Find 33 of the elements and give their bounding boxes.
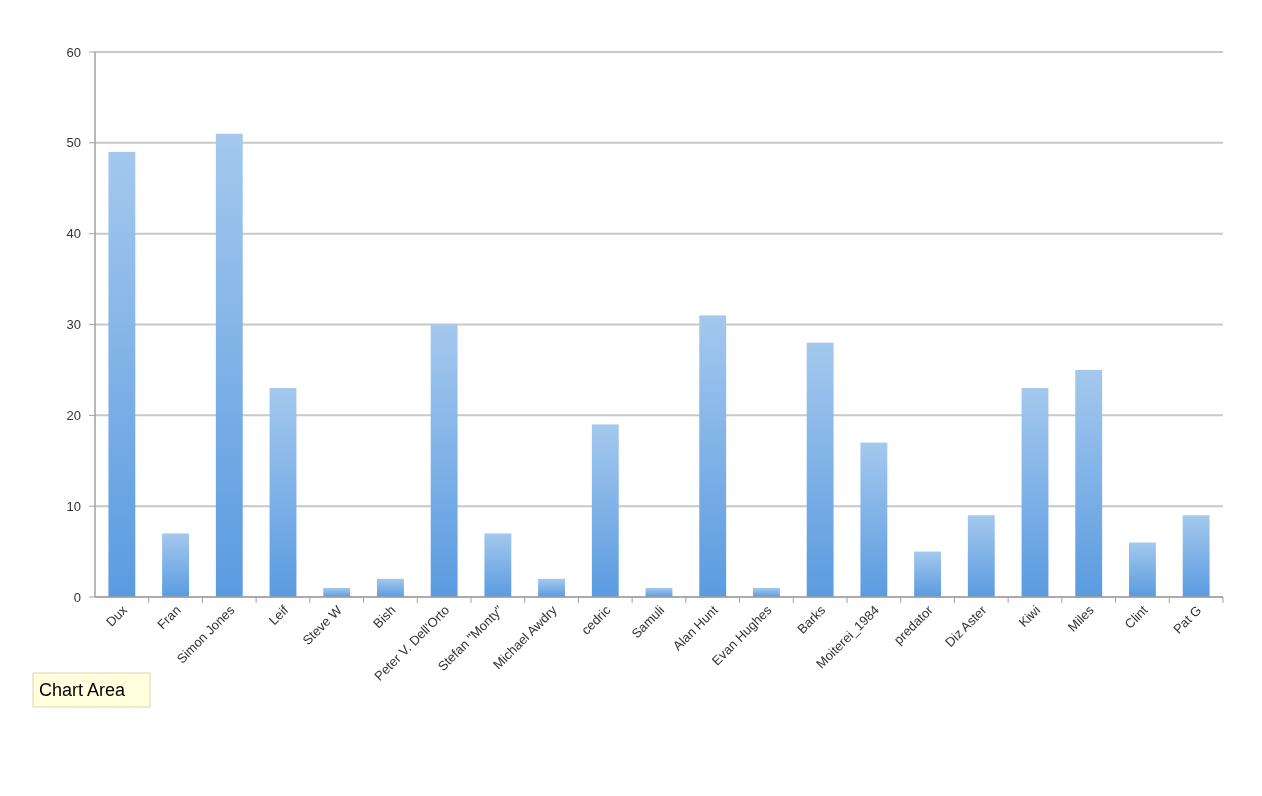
bar (806, 342, 834, 597)
y-tick-label: 40 (66, 226, 81, 242)
bar (215, 133, 243, 597)
x-tick-label: Fran (154, 602, 184, 633)
bar (430, 324, 458, 597)
bar (162, 533, 189, 597)
bar (484, 533, 512, 597)
bar (967, 515, 995, 597)
bar (1129, 542, 1156, 597)
y-tick-label: 50 (66, 135, 81, 151)
x-tick-label: Pat G (1170, 602, 1205, 637)
x-tick-label: Leif (265, 602, 292, 628)
bar (538, 578, 565, 597)
bar (108, 151, 136, 597)
x-tick-label: Kiwi (1015, 602, 1044, 630)
y-tick-label: 60 (66, 44, 81, 60)
y-tick-label: 20 (66, 407, 81, 423)
bar (1075, 369, 1103, 597)
text: Chart Area (39, 680, 127, 701)
bar (914, 551, 941, 597)
y-tick-label: 30 (66, 317, 81, 333)
x-tick-label: Bish (370, 602, 399, 632)
bar (860, 442, 888, 597)
bar (269, 388, 297, 597)
bar (699, 315, 727, 597)
bar (1182, 515, 1210, 597)
x-tick-label: Dux (103, 602, 131, 630)
bar (1021, 388, 1049, 597)
bar (377, 578, 404, 597)
y-tick-label: 0 (73, 589, 81, 605)
x-tick-label: Clint (1121, 602, 1151, 632)
bar (591, 424, 619, 597)
y-tick-label: 10 (66, 498, 81, 514)
